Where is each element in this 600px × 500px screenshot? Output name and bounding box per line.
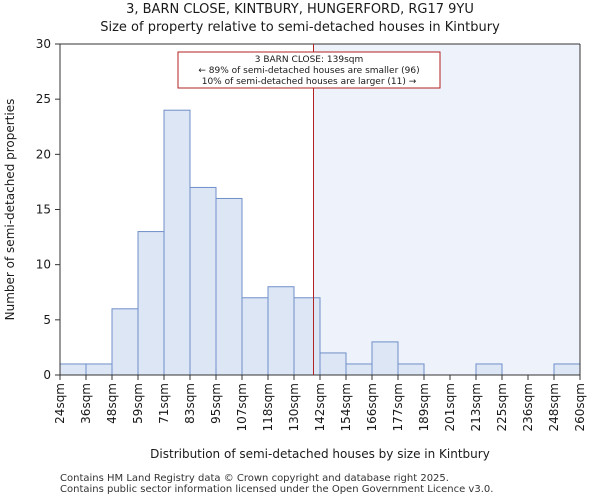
y-axis-title: Number of semi-detached properties: [3, 99, 17, 321]
x-tick-label-36sqm: 36sqm: [79, 383, 93, 424]
x-tick-label-260sqm: 260sqm: [573, 383, 587, 431]
bar-59sqm: [137, 231, 165, 376]
x-tick-label-59sqm: 59sqm: [131, 383, 145, 424]
bar-36sqm: [85, 363, 113, 376]
y-tick-label-15: 15: [36, 203, 51, 217]
y-tick-label-5: 5: [43, 313, 51, 327]
x-tick-label-107sqm: 107sqm: [235, 383, 249, 431]
x-tick-label-213sqm: 213sqm: [469, 383, 483, 431]
y-tick-label-25: 25: [36, 92, 51, 106]
bar-118sqm: [267, 286, 295, 376]
bar-142sqm: [319, 352, 347, 376]
footer-copyright: Contains HM Land Registry data © Crown c…: [60, 473, 449, 484]
x-tick-label-118sqm: 118sqm: [261, 383, 275, 431]
chart-subtitle: Size of property relative to semi-detach…: [100, 20, 500, 35]
x-tick-label-48sqm: 48sqm: [105, 383, 119, 424]
x-tick-label-95sqm: 95sqm: [209, 383, 223, 424]
x-tick-label-177sqm: 177sqm: [391, 383, 405, 431]
x-axis-title: Distribution of semi-detached houses by …: [150, 447, 490, 461]
bar-154sqm: [345, 363, 373, 376]
x-tick-label-24sqm: 24sqm: [53, 383, 67, 424]
x-tick-label-83sqm: 83sqm: [183, 383, 197, 424]
bar-71sqm: [163, 109, 191, 376]
y-tick-label-20: 20: [36, 147, 51, 161]
x-tick-label-248sqm: 248sqm: [547, 383, 561, 431]
footer-licence: Contains public sector information licen…: [60, 484, 494, 495]
bar-24sqm: [59, 363, 87, 376]
bar-48sqm: [111, 308, 139, 376]
annotation-line-1: 3 BARN CLOSE: 139sqm: [255, 55, 363, 65]
annotation-box: [177, 51, 441, 89]
x-tick-label-166sqm: 166sqm: [365, 383, 379, 431]
annotation-line-2: ← 89% of semi-detached houses are smalle…: [198, 66, 419, 76]
y-tick-label-10: 10: [36, 258, 51, 272]
bar-213sqm: [475, 363, 503, 376]
x-tick-label-201sqm: 201sqm: [443, 383, 457, 431]
larger-region-shade: [313, 44, 580, 375]
x-tick-label-130sqm: 130sqm: [287, 383, 301, 431]
x-tick-label-142sqm: 142sqm: [313, 383, 327, 431]
bar-248sqm: [553, 363, 581, 376]
chart-title: 3, BARN CLOSE, KINTBURY, HUNGERFORD, RG1…: [126, 2, 474, 17]
bar-83sqm: [189, 186, 217, 376]
x-tick-label-71sqm: 71sqm: [157, 383, 171, 424]
bar-95sqm: [215, 197, 243, 376]
bar-166sqm: [371, 341, 399, 376]
bar-177sqm: [397, 363, 425, 376]
annotation-line-3: 10% of semi-detached houses are larger (…: [202, 77, 417, 87]
y-tick-label-0: 0: [43, 368, 51, 382]
x-tick-label-189sqm: 189sqm: [417, 383, 431, 431]
x-tick-label-225sqm: 225sqm: [495, 383, 509, 431]
x-tick-label-154sqm: 154sqm: [339, 383, 353, 431]
x-tick-label-236sqm: 236sqm: [521, 383, 535, 431]
bar-130sqm: [293, 297, 321, 376]
bar-107sqm: [241, 297, 269, 376]
y-tick-label-30: 30: [36, 37, 51, 51]
